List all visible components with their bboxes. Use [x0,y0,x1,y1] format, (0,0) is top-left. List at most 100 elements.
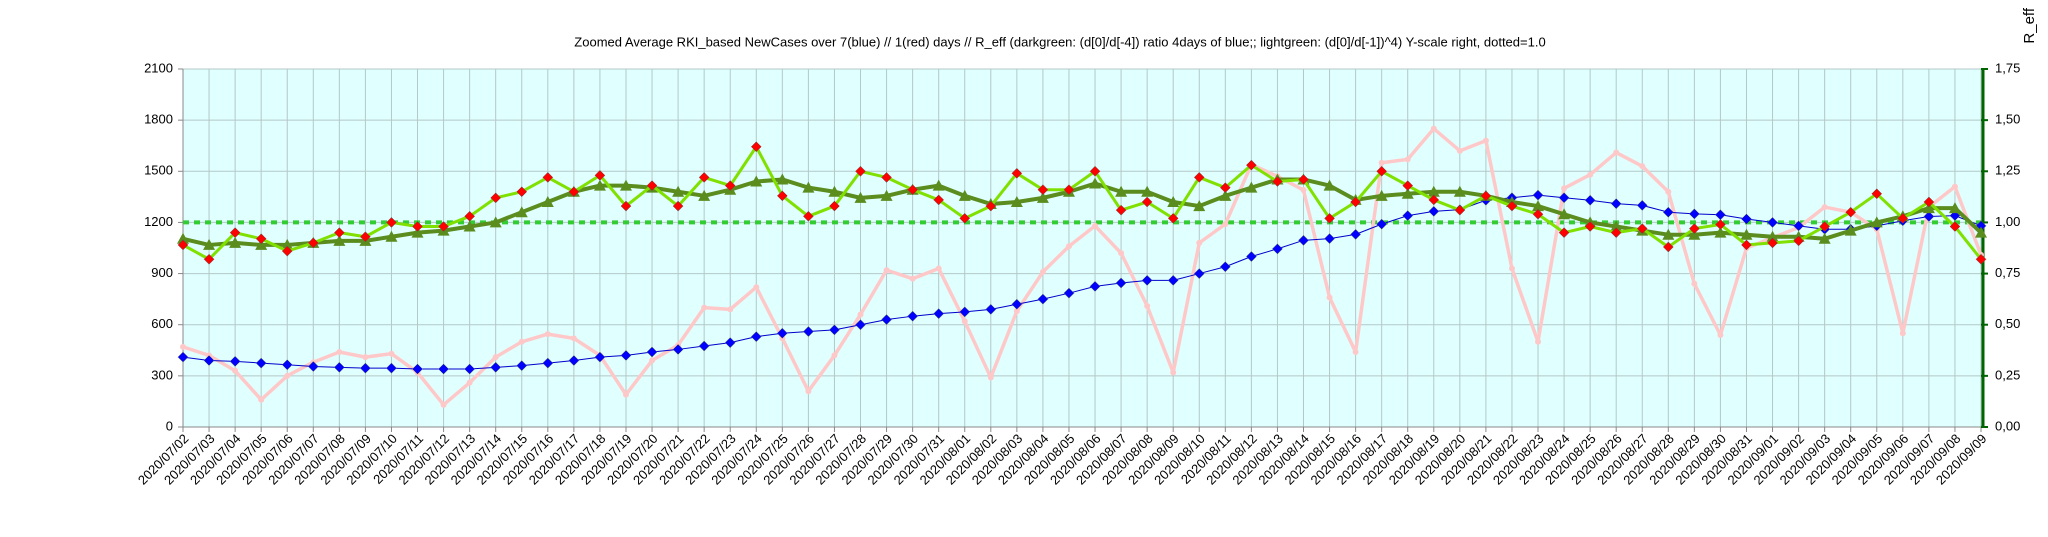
triangle-marker [1714,226,1727,238]
triangle-marker [1766,230,1779,242]
triangle-marker [1219,189,1232,201]
triangle-marker [802,181,815,193]
plot-area [183,69,1981,427]
circle-marker [1508,265,1515,272]
diamond-marker [881,172,892,183]
triangle-marker [1610,220,1623,232]
diamond-marker [1428,194,1440,206]
circle-marker [1196,239,1203,246]
diamond-marker [255,357,267,369]
diamond-marker [360,362,371,374]
diamond-marker [516,360,528,371]
circle-marker [1665,188,1672,195]
diamond-marker [412,363,423,375]
diamond-marker [1167,275,1179,286]
y2-tick-label: 0,25 [1995,367,2020,382]
circle-marker [1613,149,1620,156]
diamond-marker [1376,218,1388,230]
circle-marker [935,265,942,272]
diamond-marker [1636,200,1648,211]
diamond-marker [1584,194,1596,206]
triangle-marker [281,238,294,250]
y2-tick-label: 0,50 [1995,316,2020,331]
diamond-marker [438,221,449,232]
circle-marker [701,304,708,311]
circle-marker [831,352,838,359]
diamond-marker [803,210,814,222]
diamond-marker [1402,210,1414,221]
diamond-marker [750,141,762,153]
triangle-marker [411,226,424,238]
diamond-marker [1193,268,1205,279]
triangle-marker [1401,187,1414,199]
circle-marker [649,357,656,364]
circle-marker [909,275,916,282]
circle-marker [466,379,473,386]
triangle-marker [1427,185,1440,197]
diamond-marker [1141,196,1153,208]
circle-marker [518,338,525,345]
circle-marker [1561,185,1568,192]
y-tick-label: 1800 [144,112,173,127]
triangle-marker [698,189,711,201]
triangle-marker [593,179,606,191]
diamond-marker [750,331,762,343]
circle-marker [1039,268,1046,275]
diamond-marker [1037,184,1049,196]
circle-marker [883,267,890,274]
circle-marker [1691,280,1698,287]
circle-marker [1222,221,1229,228]
diamond-marker [672,200,684,212]
circle-marker [570,335,577,342]
circle-marker [1430,125,1437,132]
triangle-marker [619,179,632,191]
diamond-marker [203,355,215,366]
diamond-marker [438,363,449,375]
circle-marker [232,367,239,374]
triangle-marker [1688,228,1701,240]
diamond-marker [646,180,658,191]
y-tick-label: 1200 [144,214,173,229]
triangle-marker [750,175,763,187]
diamond-marker [698,340,710,352]
diamond-marker [1350,196,1361,208]
diamond-marker [933,194,945,206]
triangle-marker [1193,200,1206,212]
triangle-marker [1922,202,1935,214]
triangle-marker [1740,228,1753,240]
circle-marker [1717,331,1724,338]
circle-marker [1899,330,1906,337]
diamond-marker [829,200,840,212]
series-line [181,177,1983,247]
diamond-marker [1689,208,1700,220]
diamond-marker [1219,182,1231,194]
diamond-marker [1558,227,1570,239]
diamond-marker [1897,212,1909,224]
diamond-marker [1324,233,1335,244]
diamond-marker [1480,190,1492,202]
diamond-marker [1975,253,1987,265]
y2-tick-label: 0,00 [1995,418,2020,433]
triangle-marker [1245,181,1258,193]
triangle-marker [1375,189,1388,201]
triangle-marker [489,216,502,228]
circle-marker [1170,369,1177,376]
triangle-marker [1115,185,1128,197]
diamond-marker [1610,198,1622,210]
diamond-marker [907,184,918,196]
triangle-marker [229,236,242,248]
diamond-marker [776,190,788,202]
diamond-marker [959,212,971,224]
circle-marker [1639,163,1646,170]
chart-title: Zoomed Average RKI_based NewCases over 7… [574,34,1545,49]
triangle-marker [1141,185,1154,197]
diamond-marker [1011,167,1023,179]
triangle-marker [1844,224,1857,236]
diamond-marker [855,319,866,331]
y-tick-label: 1500 [144,163,173,178]
circle-marker [388,350,395,357]
circle-marker [1587,171,1594,178]
y2-tick-label: 1,75 [1995,60,2020,75]
diamond-marker [1324,212,1335,224]
triangle-marker [385,230,398,242]
